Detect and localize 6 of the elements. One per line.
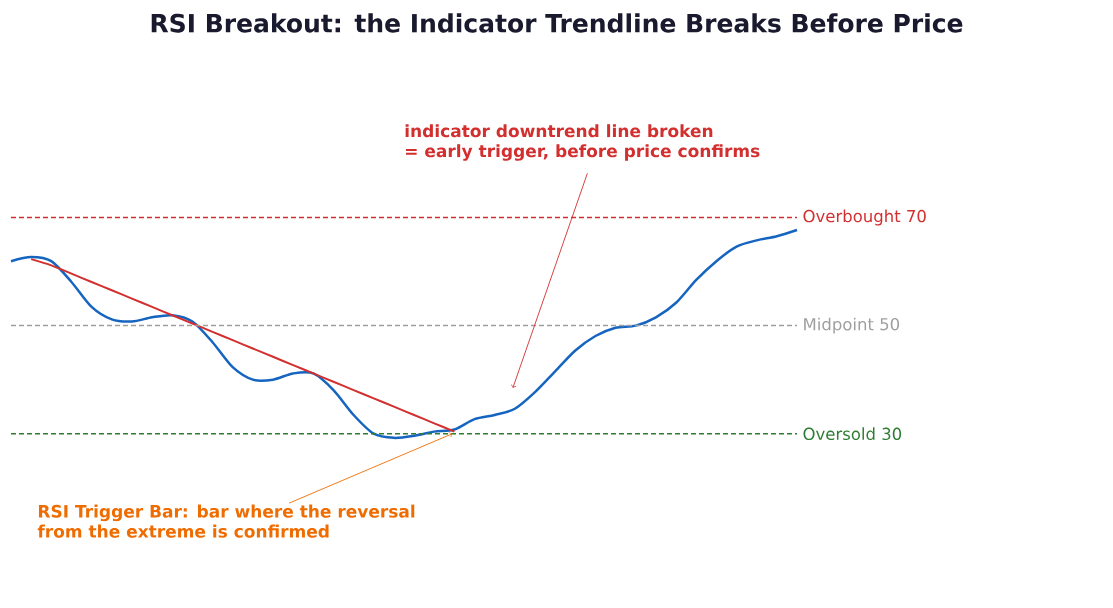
ref-line-label: Midpoint 50 — [804, 317, 900, 334]
ref-line-label: Overbought 70 — [803, 209, 926, 226]
text: RSI Trigger Bar: bar where the reversal from the extreme is confirmed — [37, 504, 415, 538]
ref-line-label: Oversold 30 — [803, 427, 902, 441]
text: indicator downtrend line broken = early trigger, before price confirms — [405, 124, 760, 161]
chart-title: RSI Breakout: the Indicator Trendline Breaks Before Price — [151, 13, 963, 33]
